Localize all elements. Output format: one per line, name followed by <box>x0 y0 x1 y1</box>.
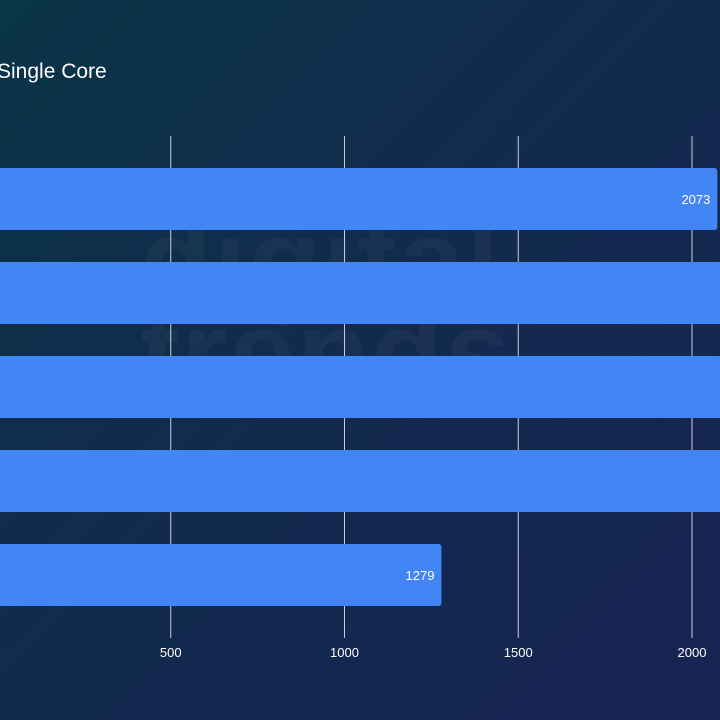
bar <box>0 356 720 418</box>
bar <box>0 544 442 606</box>
x-tick-label: 1500 <box>504 645 533 660</box>
x-tick-label: 0 <box>0 645 1 660</box>
bar <box>0 168 718 230</box>
x-tick-label: 500 <box>160 645 182 660</box>
bar <box>0 450 720 512</box>
bar-value-label: 1279 <box>406 568 435 583</box>
x-tick-label: 1000 <box>330 645 359 660</box>
bar-value-label: 2073 <box>681 192 710 207</box>
chart-title: Single Core <box>0 60 107 83</box>
x-tick-label: 2000 <box>678 645 707 660</box>
bar <box>0 262 720 324</box>
